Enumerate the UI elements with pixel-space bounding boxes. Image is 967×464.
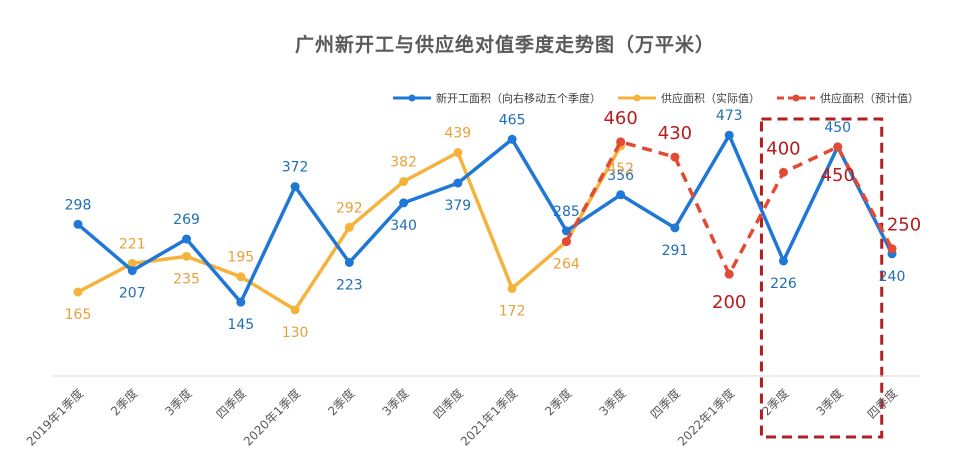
new-construction-data-label: 145: [227, 317, 254, 333]
new-construction-series-point: [670, 223, 680, 233]
new-construction-series-point: [399, 198, 409, 208]
new-construction-data-label: 223: [336, 277, 363, 293]
x-tick-label: 2021年1季度: [457, 386, 520, 449]
chart-legend: 新开工面积（向右移动五个季度） 供应面积（实际值） 供应面积（预计值）: [392, 89, 919, 107]
new-construction-series-point: [507, 134, 517, 144]
legend-item-supply-actual: 供应面积（实际值）: [617, 90, 760, 106]
supply-actual-data-label: 130: [282, 325, 309, 341]
new-construction-data-label: 240: [879, 269, 906, 285]
new-construction-series-point: [73, 219, 83, 229]
supply-forecast-data-label: 200: [712, 292, 746, 313]
legend-swatch-new-construction: [393, 94, 431, 102]
supply-forecast-series-point: [561, 237, 571, 247]
supply-actual-series-point: [399, 177, 409, 187]
new-construction-series-point: [290, 182, 300, 192]
new-construction-series-point: [182, 234, 192, 244]
supply-actual-series-point: [290, 305, 300, 315]
new-construction-data-label: 372: [282, 160, 309, 176]
supply-actual-data-label: 221: [119, 236, 146, 252]
new-construction-data-label: 465: [499, 112, 526, 128]
supply-actual-data-label: 452: [607, 161, 634, 177]
new-construction-data-label: 340: [390, 218, 417, 234]
new-construction-data-label: 356: [607, 168, 634, 184]
x-tick-label: 四季度: [647, 386, 683, 422]
new-construction-data-label: 450: [824, 120, 851, 136]
supply-forecast-series-point: [616, 137, 626, 147]
new-construction-series-point: [453, 178, 463, 188]
chart-title: 广州新开工与供应绝对值季度走势图（万平米）: [294, 34, 715, 56]
x-tick-label: 2019年1季度: [23, 386, 86, 449]
supply-actual-series-point: [507, 283, 517, 293]
supply-forecast-series-point: [724, 269, 734, 279]
supply-forecast-data-label: 460: [603, 108, 637, 129]
x-tick-label: 2季度: [324, 386, 357, 419]
legend-swatch-supply-actual: [618, 94, 656, 102]
supply-forecast-series-point: [670, 152, 680, 162]
supply-forecast-data-label: 250: [887, 215, 921, 236]
supply-actual-data-label: 235: [173, 271, 200, 287]
new-construction-data-label: 269: [173, 212, 200, 228]
supply-actual-data-label: 195: [227, 250, 254, 266]
new-construction-series-point: [344, 257, 354, 267]
new-construction-series-point: [236, 297, 246, 307]
legend-label-new-construction: 新开工面积（向右移动五个季度）: [436, 92, 601, 105]
x-tick-label: 2020年1季度: [240, 386, 303, 449]
highlight-box: [759, 117, 884, 439]
legend-label-supply-actual: 供应面积（实际值）: [661, 92, 760, 105]
legend-label-supply-forecast: 供应面积（预计值）: [820, 92, 919, 105]
new-construction-series-point: [616, 190, 626, 200]
new-construction-data-label: 379: [444, 198, 471, 214]
supply-forecast-series-point: [833, 142, 843, 152]
supply-actual-data-label: 165: [65, 307, 92, 323]
new-construction-data-label: 473: [716, 108, 743, 124]
supply-actual-data-label: 439: [444, 126, 471, 142]
new-construction-data-label: 207: [119, 286, 146, 302]
x-tick-label: 3季度: [379, 386, 412, 419]
legend-item-supply-forecast: 供应面积（预计值）: [776, 90, 919, 106]
supply-actual-series-point: [73, 287, 83, 297]
x-tick-label: 3季度: [162, 386, 195, 419]
legend-swatch-supply-forecast: [777, 94, 815, 102]
x-tick-label: 3季度: [813, 386, 846, 419]
legend-item-new-construction: 新开工面积（向右移动五个季度）: [392, 90, 601, 106]
new-construction-series-point: [561, 226, 571, 236]
supply-actual-data-label: 172: [499, 303, 526, 319]
x-tick-label: 2022年1季度: [674, 386, 737, 449]
supply-actual-data-label: 382: [390, 155, 417, 171]
supply-actual-series-point: [127, 258, 137, 268]
supply-forecast-data-label: 430: [658, 123, 692, 144]
supply-forecast-series-point: [778, 167, 788, 177]
new-construction-series-point: [127, 266, 137, 276]
supply-actual-series-point: [344, 222, 354, 232]
x-tick-label: 四季度: [430, 386, 466, 422]
new-construction-data-label: 291: [662, 243, 689, 259]
new-construction-series-line: [76, 133, 894, 304]
new-construction-series-point: [724, 130, 734, 140]
x-tick-label: 3季度: [596, 386, 629, 419]
new-construction-data-label: 285: [553, 204, 580, 220]
supply-forecast-data-label: 450: [821, 165, 855, 186]
supply-forecast-data-label: 400: [766, 138, 800, 159]
x-tick-label: 四季度: [213, 386, 249, 422]
x-tick-label: 2季度: [759, 386, 792, 419]
supply-actual-data-label: 264: [553, 257, 580, 273]
new-construction-data-label: 226: [770, 276, 797, 292]
new-construction-data-label: 298: [65, 197, 92, 213]
supply-forecast-series-point: [887, 244, 897, 254]
supply-actual-series-point: [182, 251, 192, 261]
x-tick-label: 2季度: [542, 386, 575, 419]
x-tick-label: 2季度: [107, 386, 140, 419]
new-construction-series-point: [778, 256, 788, 266]
supply-actual-series-point: [236, 272, 246, 282]
supply-actual-data-label: 292: [336, 200, 363, 216]
supply-actual-series-point: [453, 148, 463, 158]
